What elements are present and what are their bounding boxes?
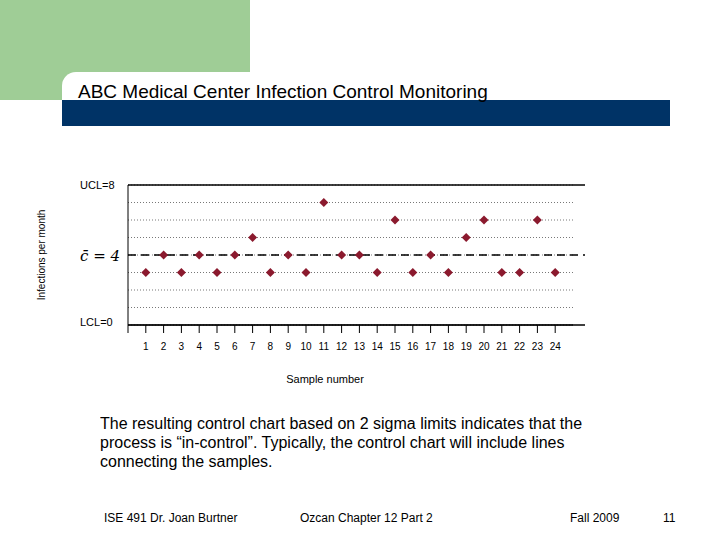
grid-line bbox=[128, 307, 573, 308]
x-tick-label: 21 bbox=[496, 341, 508, 352]
x-tick-label: 11 bbox=[319, 341, 330, 352]
data-point bbox=[497, 268, 506, 277]
data-point bbox=[480, 216, 489, 225]
footer-text: Fall 2009 bbox=[570, 511, 620, 525]
x-tick bbox=[448, 325, 449, 333]
x-tick-label: 22 bbox=[514, 341, 526, 352]
grid-line bbox=[128, 237, 573, 238]
x-tick bbox=[537, 325, 538, 333]
grid-line bbox=[128, 290, 573, 291]
x-tick-label: 7 bbox=[250, 341, 256, 352]
title-bar bbox=[62, 100, 670, 126]
lcl-line bbox=[128, 324, 585, 326]
data-point bbox=[319, 198, 328, 207]
ucl-line bbox=[128, 184, 585, 186]
data-point bbox=[391, 216, 400, 225]
x-tick bbox=[145, 325, 146, 333]
x-tick bbox=[501, 325, 502, 333]
x-tick-label: 2 bbox=[161, 341, 167, 352]
x-tick-label: 1 bbox=[143, 341, 149, 352]
x-tick-label: 10 bbox=[300, 341, 312, 352]
data-point bbox=[551, 268, 560, 277]
x-tick bbox=[359, 325, 360, 333]
data-point bbox=[337, 251, 346, 260]
x-tick-label: 16 bbox=[407, 341, 419, 352]
x-tick-label: 8 bbox=[268, 341, 274, 352]
x-tick-label: 15 bbox=[389, 341, 401, 352]
x-tick bbox=[181, 325, 182, 333]
data-point bbox=[266, 268, 275, 277]
x-tick-label: 24 bbox=[550, 341, 562, 352]
x-tick bbox=[430, 325, 431, 333]
data-point bbox=[230, 251, 239, 260]
x-tick-label: 14 bbox=[372, 341, 384, 352]
data-point bbox=[462, 233, 471, 242]
caption: The resulting control chart based on 2 s… bbox=[100, 414, 620, 471]
x-tick-label: 18 bbox=[443, 341, 455, 352]
ucl-label: UCL=8 bbox=[80, 179, 115, 191]
x-tick-label: 3 bbox=[179, 341, 185, 352]
y-axis bbox=[128, 185, 129, 333]
x-tick bbox=[163, 325, 164, 333]
x-tick bbox=[288, 325, 289, 333]
data-point bbox=[141, 268, 150, 277]
x-tick bbox=[519, 325, 520, 333]
x-tick bbox=[412, 325, 413, 333]
x-tick-label: 17 bbox=[425, 341, 437, 352]
data-point bbox=[284, 251, 293, 260]
grid-line bbox=[128, 325, 573, 326]
x-tick bbox=[323, 325, 324, 333]
x-tick bbox=[341, 325, 342, 333]
center-label: c̄ = 4 bbox=[80, 247, 120, 265]
data-point bbox=[533, 216, 542, 225]
data-point bbox=[444, 268, 453, 277]
points bbox=[141, 198, 559, 277]
data-point bbox=[248, 233, 257, 242]
x-tick-label: 13 bbox=[354, 341, 366, 352]
x-tick bbox=[484, 325, 485, 333]
x-tick bbox=[217, 325, 218, 333]
grid-line bbox=[128, 202, 573, 203]
data-point bbox=[159, 251, 168, 260]
data-point bbox=[373, 268, 382, 277]
footer-text: ISE 491 Dr. Joan Burtner bbox=[104, 511, 237, 525]
footer-text: 11 bbox=[663, 511, 676, 525]
x-tick bbox=[377, 325, 378, 333]
x-tick-label: 20 bbox=[478, 341, 490, 352]
x-axis bbox=[128, 325, 573, 326]
x-tick-label: 6 bbox=[232, 341, 238, 352]
data-point bbox=[195, 251, 204, 260]
x-tick-label: 4 bbox=[196, 341, 202, 352]
x-tick bbox=[234, 325, 235, 333]
x-tick bbox=[306, 325, 307, 333]
x-tick bbox=[555, 325, 556, 333]
y-axis-label: Infections per month bbox=[36, 210, 47, 301]
x-tick-label: 5 bbox=[214, 341, 220, 352]
lcl-label: LCL=0 bbox=[80, 316, 113, 328]
x-tick bbox=[466, 325, 467, 333]
data-point bbox=[355, 251, 364, 260]
slide: ABC Medical Center Infection Control Mon… bbox=[0, 0, 720, 540]
caption-box: The resulting control chart based on 2 s… bbox=[100, 414, 640, 484]
data-point bbox=[213, 268, 222, 277]
x-tick bbox=[252, 325, 253, 333]
footer-text: Ozcan Chapter 12 Part 2 bbox=[300, 511, 433, 525]
x-tick-label: 19 bbox=[461, 341, 473, 352]
data-point bbox=[515, 268, 524, 277]
content-panel bbox=[62, 72, 720, 540]
x-tick-label: 9 bbox=[285, 341, 291, 352]
x-tick-label: 23 bbox=[532, 341, 544, 352]
data-point bbox=[426, 251, 435, 260]
x-tick bbox=[199, 325, 200, 333]
x-tick-label: 12 bbox=[336, 341, 348, 352]
data-point bbox=[408, 268, 417, 277]
grid-line bbox=[128, 220, 573, 221]
data-point bbox=[302, 268, 311, 277]
x-tick bbox=[270, 325, 271, 333]
x-tick bbox=[395, 325, 396, 333]
chart-title: ABC Medical Center Infection Control Mon… bbox=[78, 81, 488, 102]
x-axis-label: Sample number bbox=[286, 373, 364, 385]
data-point bbox=[177, 268, 186, 277]
